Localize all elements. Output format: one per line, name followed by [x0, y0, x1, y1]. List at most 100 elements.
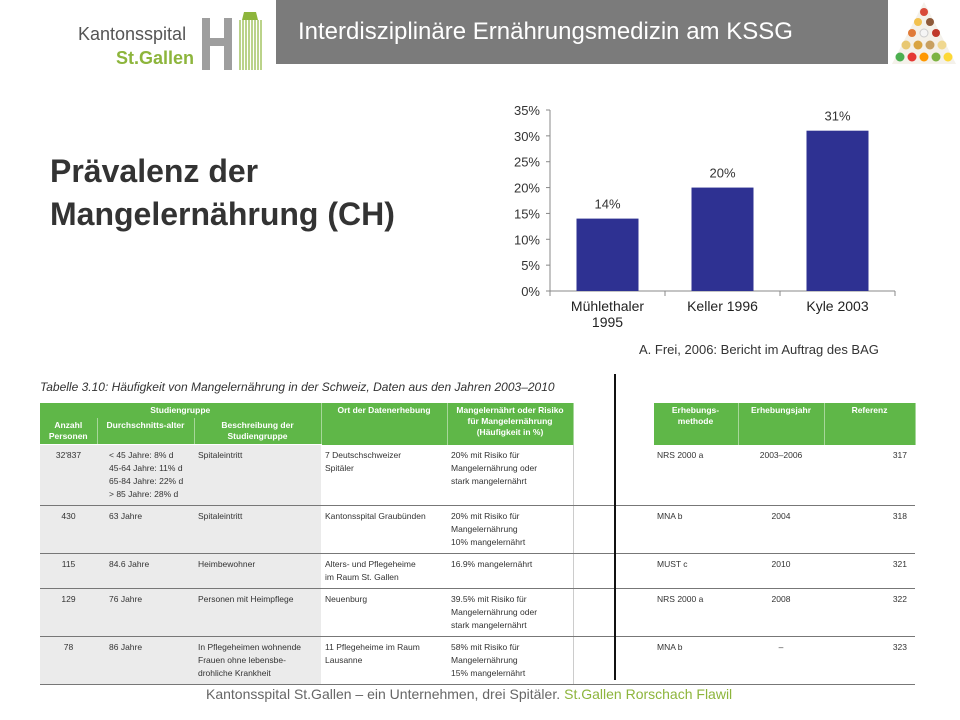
table-caption: Tabelle 3.10: Häufigkeit von Mangelernäh…: [40, 380, 555, 394]
table-row: 115 84.6 Jahre Heimbewohner Alters- und Pfl…: [40, 553, 916, 589]
cell-line: Heimbewohner: [198, 559, 256, 569]
header-alter: Durchschnitts-alter: [97, 418, 195, 445]
bar: [806, 130, 869, 291]
cell-beschreibung: Heimbewohner: [194, 553, 322, 589]
cell-beschreibung: In Pflegeheimen wohnende Frauen ohne lebe…: [194, 636, 322, 685]
vertical-separator: [614, 374, 616, 680]
cell-line: im Raum St. Gallen: [325, 572, 399, 582]
cell-gap: [572, 505, 654, 554]
cell-anzahl: 115: [40, 553, 97, 589]
cell-line: Mangelernährung: [451, 524, 518, 534]
cell-jahr: 2010: [738, 553, 825, 589]
cell-referenz: 323: [824, 636, 916, 685]
cell-line: 45-64 Jahre: 11% d: [109, 463, 183, 473]
slide-heading: Prävalenz der Mangelernährung (CH): [50, 150, 470, 236]
cell-line: Spitaleintritt: [198, 450, 243, 460]
category-label: Kyle 2003: [806, 298, 868, 314]
cell-line: 20% mit Risiko für: [451, 449, 520, 460]
table-row: 32'837 < 45 Jahre: 8% d 45-64 Jahre: 11% d…: [40, 444, 916, 506]
footer-text: Kantonsspital St.Gallen – ein Unternehme…: [206, 686, 561, 702]
footer: Kantonsspital St.Gallen – ein Unternehme…: [206, 686, 732, 702]
cell-line: 58% mit Risiko für: [451, 642, 520, 652]
cell-referenz: 318: [824, 505, 916, 554]
cell-referenz: 322: [824, 588, 916, 637]
y-tick-label: 30%: [514, 129, 540, 144]
header-beschreibung: Beschreibung der Studiengruppe: [194, 418, 322, 445]
slide-title: Interdisziplinäre Ernährungsmedizin am K…: [298, 18, 793, 45]
cell-line: 7 Deutschschweizer: [325, 449, 402, 460]
cell-anzahl: 32'837: [40, 444, 97, 506]
cell-line: > 85 Jahre: 28% d: [109, 489, 179, 499]
cell-alter: < 45 Jahre: 8% d 45-64 Jahre: 11% d 65-84 …: [97, 444, 194, 506]
y-tick-label: 15%: [514, 206, 540, 221]
cell-line: In Pflegeheimen wohnende: [198, 642, 302, 652]
bar: [691, 187, 754, 291]
cell-line: Mangelernährung oder: [451, 462, 538, 473]
cell-line: stark mangelernährt: [451, 475, 527, 486]
cell-alter: 84.6 Jahre: [97, 553, 194, 589]
y-tick-label: 10%: [514, 232, 540, 247]
bar: [576, 218, 639, 291]
cell-ort: Kantonsspital Graubünden: [321, 505, 448, 554]
cell-ort: Neuenburg: [321, 588, 448, 637]
y-tick-label: 5%: [521, 258, 540, 273]
header-studiengruppe: Studiengruppe: [40, 403, 322, 418]
cell-mangel: 20% mit Risiko für Mangelernährung oder st…: [447, 444, 574, 506]
table-row: 430 63 Jahre Spitaleintritt Kantonsspital G…: [40, 505, 916, 554]
cell-line: 65-84 Jahre: 22% d: [109, 476, 184, 486]
category-label: Mühlethaler: [571, 298, 644, 314]
header-ort: Ort der Datenerhebung: [321, 403, 448, 445]
cell-anzahl: 430: [40, 505, 97, 554]
cell-referenz: 321: [824, 553, 916, 589]
hospital-logo-mark: [202, 12, 262, 70]
cell-line: Mangelernährung: [451, 655, 518, 665]
cell-mangel: 16.9% mangelernährt: [447, 553, 574, 589]
data-label: 31%: [824, 109, 850, 124]
cell-gap: [572, 553, 654, 589]
cell-line: 15% mangelernährt: [451, 668, 526, 678]
cell-jahr: –: [738, 636, 825, 685]
y-tick-label: 35%: [514, 103, 540, 118]
cell-alter: 63 Jahre: [97, 505, 194, 554]
cell-methode: NRS 2000 a: [653, 588, 739, 637]
cell-line: Mangelernährung oder: [451, 607, 538, 617]
prevalence-table: Studiengruppe Ort der Datenerhebung Mang…: [40, 403, 916, 685]
y-tick-label: 20%: [514, 181, 540, 196]
heading-line1: Prävalenz der: [50, 153, 259, 189]
cell-line: drohliche Krankheit: [198, 668, 271, 678]
y-tick-label: 0%: [521, 284, 540, 299]
cell-line: < 45 Jahre: 8% d: [109, 450, 174, 460]
cell-line: 84.6 Jahre: [109, 559, 150, 569]
cell-referenz: 317: [824, 444, 916, 506]
food-pyramid-image: [892, 2, 956, 64]
cell-ort: 7 Deutschschweizer Spitäler: [321, 444, 448, 506]
cell-beschreibung: Personen mit Heimpflege: [194, 588, 322, 637]
kssg-logo: Kantonsspital St.Gallen: [78, 10, 268, 70]
cell-line: 10% mangelernährt: [451, 537, 526, 547]
category-label: Keller 1996: [687, 298, 758, 314]
cell-line: 76 Jahre: [109, 594, 143, 604]
title-bar: Interdisziplinäre Ernährungsmedizin am K…: [276, 0, 888, 64]
table-row: 78 86 Jahre In Pflegeheimen wohnende Frauen…: [40, 636, 916, 685]
cell-anzahl: 129: [40, 588, 97, 637]
prevalence-bar-chart: 0% 5% 10% 15% 20% 25% 30% 35% 14% Mühlethaler1995…: [514, 103, 896, 330]
cell-line: Spitaleintritt: [198, 511, 243, 521]
heading-line2: Mangelernährung (CH): [50, 196, 395, 232]
y-tick-label: 25%: [514, 155, 540, 170]
cell-line: 63 Jahre: [109, 511, 143, 521]
cell-line: Kantonsspital Graubünden: [325, 511, 426, 521]
cell-line: Lausanne: [325, 655, 363, 665]
cell-beschreibung: Spitaleintritt: [194, 505, 322, 554]
cell-methode: MNA b: [653, 505, 739, 554]
cell-jahr: 2004: [738, 505, 825, 554]
logo-text-line2: St.Gallen: [116, 48, 195, 68]
cell-alter: 76 Jahre: [97, 588, 194, 637]
cell-line: Spitäler: [325, 462, 354, 473]
header-gap: [573, 403, 654, 445]
cell-gap: [572, 636, 654, 685]
cell-line: 11 Pflegeheime im Raum: [325, 642, 420, 652]
cell-line: Alters- und Pflegeheime: [325, 559, 416, 569]
cell-mangel: 20% mit Risiko für Mangelernährung 10% man…: [447, 505, 574, 554]
cell-line: stark mangelernährt: [451, 620, 527, 630]
header-anzahl: Anzahl Personen: [40, 418, 98, 445]
